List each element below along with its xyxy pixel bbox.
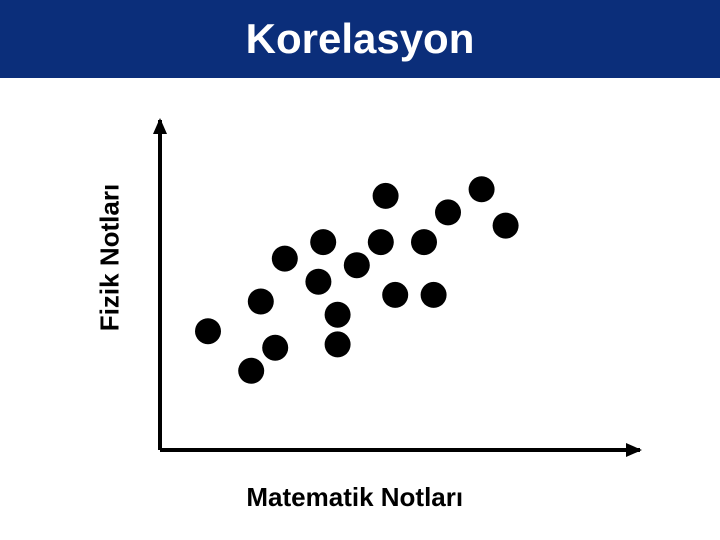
scatter-point — [344, 252, 370, 278]
x-axis-label: Matematik Notları — [246, 482, 463, 513]
scatter-point — [325, 302, 351, 328]
scatter-point — [195, 318, 221, 344]
scatter-point — [382, 282, 408, 308]
scatter-point — [421, 282, 447, 308]
scatter-point — [272, 246, 298, 272]
scatter-point — [238, 358, 264, 384]
scatter-chart — [140, 100, 660, 470]
scatter-point — [310, 229, 336, 255]
scatter-point — [373, 183, 399, 209]
title-banner: Korelasyon — [0, 0, 720, 78]
scatter-point — [435, 199, 461, 225]
scatter-point — [411, 229, 437, 255]
scatter-point — [493, 213, 519, 239]
scatter-point — [305, 269, 331, 295]
scatter-point — [325, 331, 351, 357]
scatter-point — [262, 335, 288, 361]
scatter-point — [368, 229, 394, 255]
page-title: Korelasyon — [246, 15, 475, 63]
page: Korelasyon Fizik Notları Matematik Notla… — [0, 0, 720, 540]
y-axis-label: Fizik Notları — [95, 93, 126, 423]
scatter-point — [469, 176, 495, 202]
scatter-point — [248, 289, 274, 315]
